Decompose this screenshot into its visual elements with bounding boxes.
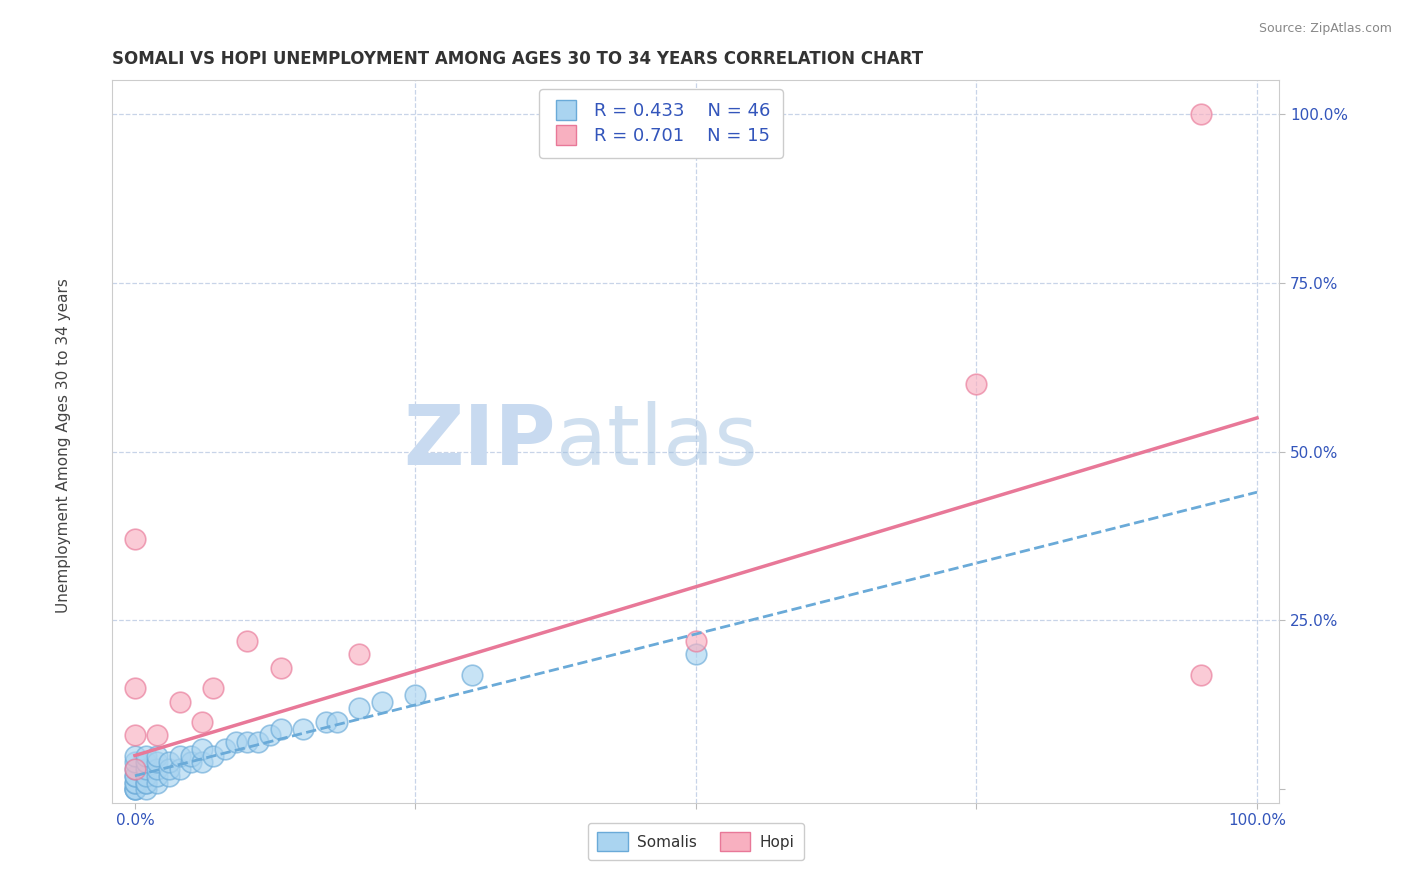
Point: [460, 667, 482, 681]
Point: [124, 728, 146, 742]
Point: [180, 748, 202, 763]
Point: [225, 735, 247, 749]
Point: [169, 694, 191, 708]
Point: [124, 681, 146, 695]
Point: [157, 756, 180, 770]
Point: [270, 661, 292, 675]
Point: [236, 735, 259, 749]
Point: [685, 647, 707, 661]
Point: [124, 782, 146, 797]
Point: [124, 782, 146, 797]
Point: [124, 769, 146, 783]
Text: SOMALI VS HOPI UNEMPLOYMENT AMONG AGES 30 TO 34 YEARS CORRELATION CHART: SOMALI VS HOPI UNEMPLOYMENT AMONG AGES 3…: [112, 50, 924, 68]
Point: [169, 748, 191, 763]
Point: [135, 762, 157, 776]
Point: [191, 714, 214, 729]
Point: [349, 647, 371, 661]
Point: [146, 762, 169, 776]
Point: [214, 741, 236, 756]
Point: [146, 775, 169, 789]
Point: [349, 701, 371, 715]
Text: ZIP: ZIP: [404, 401, 555, 482]
Point: [247, 735, 270, 749]
Point: [135, 756, 157, 770]
Point: [124, 756, 146, 770]
Point: [135, 748, 157, 763]
Point: [1189, 667, 1212, 681]
Point: [135, 769, 157, 783]
Point: [124, 762, 146, 776]
Point: [124, 748, 146, 763]
Point: [124, 769, 146, 783]
Point: [326, 714, 349, 729]
Point: [404, 688, 426, 702]
Point: [270, 722, 292, 736]
Point: [135, 775, 157, 789]
Legend: R = 0.433    N = 46, R = 0.701    N = 15: R = 0.433 N = 46, R = 0.701 N = 15: [540, 89, 783, 158]
Point: [202, 681, 225, 695]
Point: [292, 722, 315, 736]
Point: [236, 633, 259, 648]
Point: [146, 728, 169, 742]
Point: [191, 741, 214, 756]
Point: [124, 775, 146, 789]
Point: [124, 762, 146, 776]
Point: [966, 377, 988, 392]
Text: Source: ZipAtlas.com: Source: ZipAtlas.com: [1258, 22, 1392, 36]
Point: [157, 762, 180, 776]
Point: [169, 762, 191, 776]
Point: [124, 782, 146, 797]
Point: [315, 714, 337, 729]
Point: [259, 728, 281, 742]
Point: [146, 748, 169, 763]
Point: [135, 775, 157, 789]
Point: [1189, 107, 1212, 121]
Point: [157, 769, 180, 783]
Point: [146, 756, 169, 770]
Point: [146, 769, 169, 783]
Point: [202, 748, 225, 763]
Text: Unemployment Among Ages 30 to 34 years: Unemployment Among Ages 30 to 34 years: [56, 278, 70, 614]
Point: [685, 633, 707, 648]
Point: [135, 782, 157, 797]
Point: [124, 533, 146, 547]
Text: atlas: atlas: [555, 401, 758, 482]
Point: [180, 756, 202, 770]
Point: [191, 756, 214, 770]
Point: [371, 694, 394, 708]
Point: [124, 775, 146, 789]
